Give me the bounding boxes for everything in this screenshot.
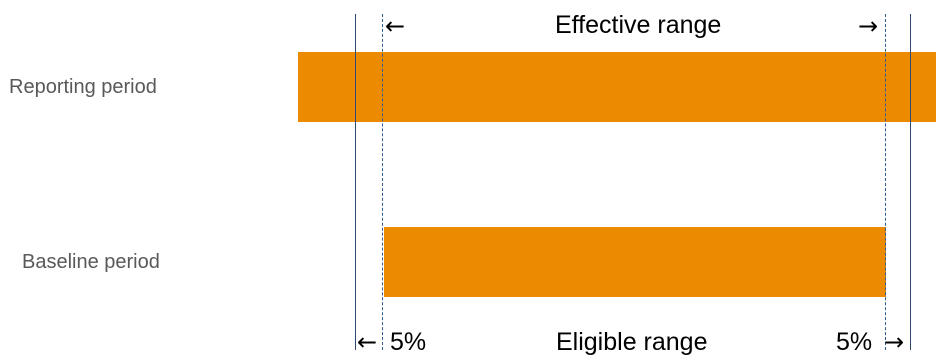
- eligible-range-left-arrow-icon: ←: [357, 328, 378, 356]
- left-margin-percent-label: 5%: [390, 328, 427, 356]
- eligible-range-label: Eligible range: [556, 328, 708, 356]
- effective-range-label: Effective range: [555, 11, 722, 39]
- eligible-range-right-arrow-icon: →: [884, 328, 905, 356]
- effective-range-right-boundary: [885, 14, 886, 350]
- right-margin-percent-label: 5%: [836, 328, 873, 356]
- reporting-period-bar: [298, 52, 936, 122]
- effective-range-left-boundary: [382, 14, 383, 350]
- eligible-range-right-boundary: [910, 14, 911, 350]
- effective-range-right-arrow-icon: →: [858, 12, 879, 40]
- effective-range-left-arrow-icon: ←: [385, 12, 406, 40]
- eligible-range-left-boundary: [355, 14, 356, 350]
- baseline-period-label: Baseline period: [22, 251, 160, 273]
- baseline-period-bar: [384, 227, 886, 297]
- reporting-period-label: Reporting period: [9, 76, 157, 98]
